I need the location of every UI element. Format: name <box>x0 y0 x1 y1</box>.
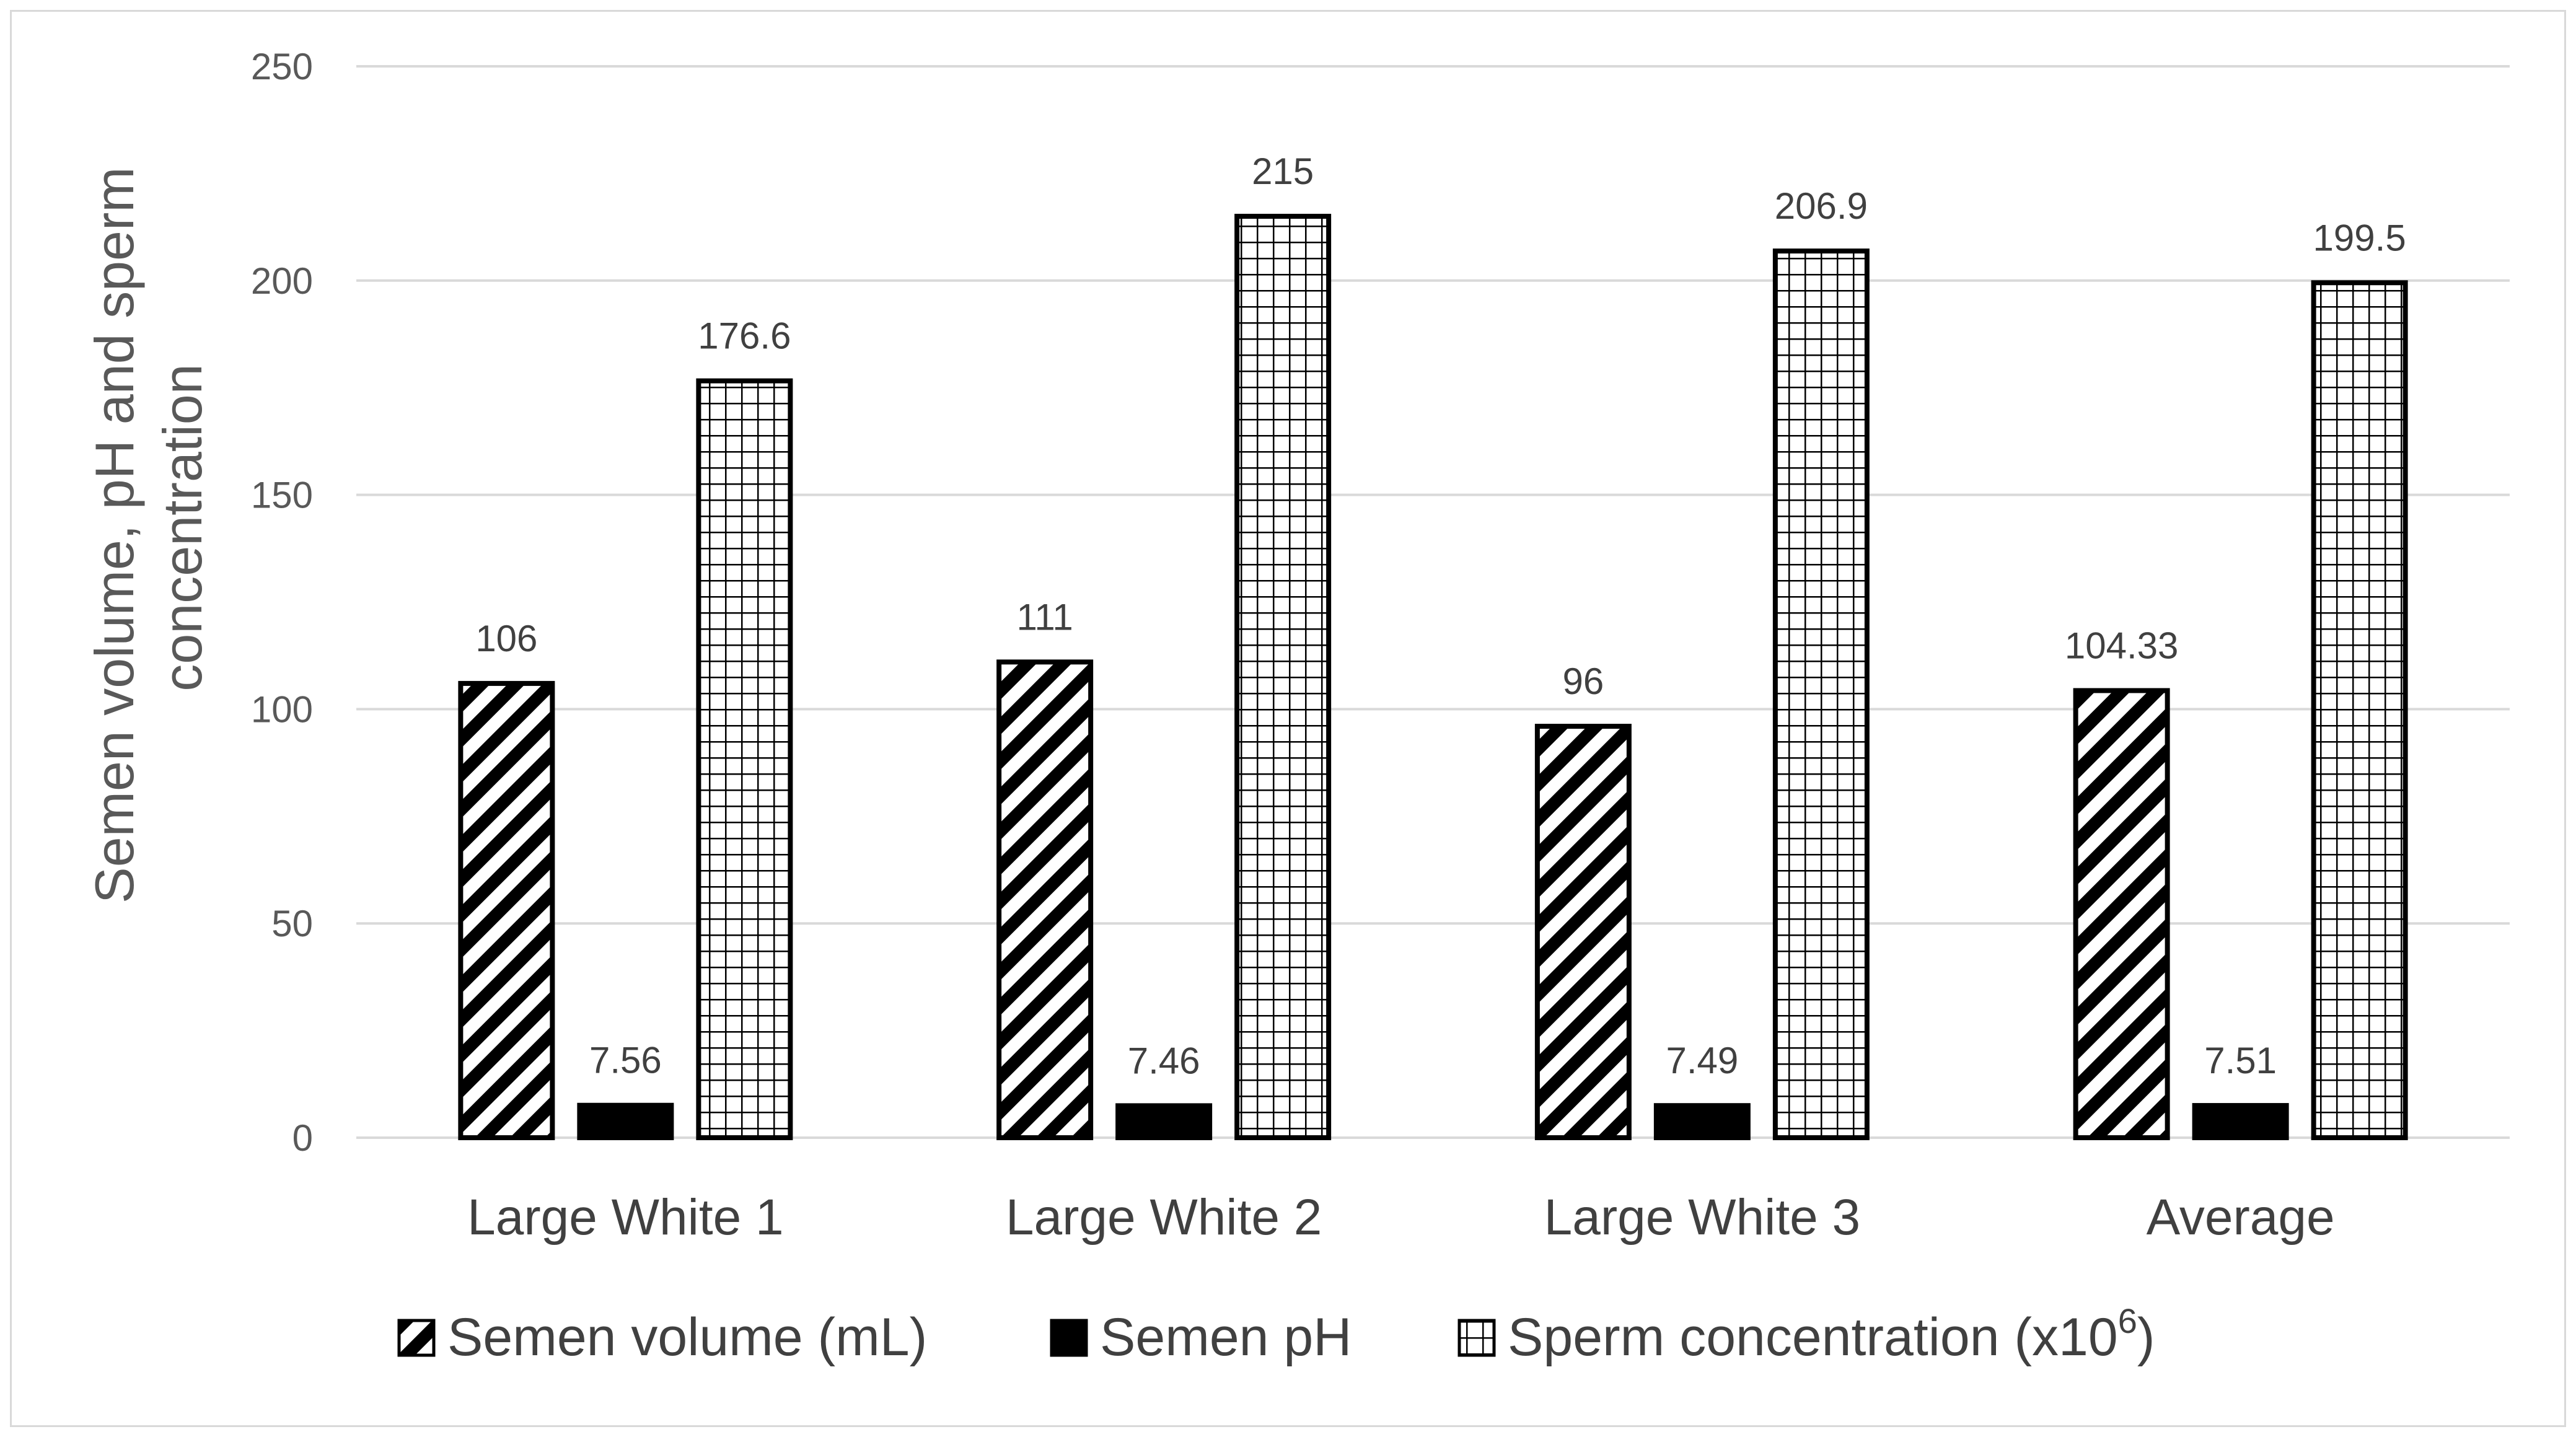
legend-label-semen-ph: Semen pH <box>1100 1307 1352 1367</box>
x-axis-category-labels: Large White 1 Large White 2 Large White 3 A… <box>467 1189 2334 1246</box>
y-axis-title-line-1: Semen volume, pH and sperm <box>84 167 145 903</box>
y-tick-label-200: 200 <box>251 260 313 302</box>
data-labels: 106 7.56 176.6 111 7.46 215 96 7.49 206.9 104.33 7… <box>475 151 2406 1081</box>
data-label-sperm-concentration-x10-average: 199.5 <box>2313 217 2406 258</box>
data-label-sperm-concentration-x10-large-white-1: 176.6 <box>698 315 791 357</box>
bar-semen-ph-large-white-2 <box>1115 1103 1213 1140</box>
y-tick-label-250: 250 <box>251 46 313 87</box>
bar-sperm-concentration-x10-large-white-2 <box>1234 214 1332 1140</box>
bar-sperm-concentration-x10-average <box>2311 280 2408 1140</box>
y-tick-label-100: 100 <box>251 688 313 730</box>
data-label-semen-ph-average: 7.51 <box>2204 1040 2277 1081</box>
y-axis-title-line-2: concentration <box>152 364 213 691</box>
x-tick-label-large-white-1: Large White 1 <box>467 1189 784 1246</box>
bar-semen-volume-ml-large-white-1 <box>458 680 555 1141</box>
legend-label-semen-ph-text: Semen pH <box>1100 1307 1352 1367</box>
data-label-semen-ph-large-white-1: 7.56 <box>589 1040 662 1081</box>
x-tick-label-large-white-3: Large White 3 <box>1544 1189 1861 1246</box>
bar-semen-ph-large-white-3 <box>1653 1103 1751 1141</box>
x-tick-label-average: Average <box>2147 1189 2335 1246</box>
bar-sperm-concentration-x10-large-white-1 <box>696 378 793 1140</box>
data-label-semen-ph-large-white-3: 7.49 <box>1666 1040 1738 1081</box>
bar-semen-volume-ml-average <box>2073 688 2170 1140</box>
legend-label-semen-volume: Semen volume (mL) <box>447 1307 927 1367</box>
bar-semen-volume-ml-large-white-3 <box>1534 724 1632 1140</box>
y-axis-title: Semen volume, pH and sperm concentration <box>84 152 213 903</box>
y-tick-label-0: 0 <box>292 1117 313 1159</box>
legend-label-sperm-concentration-base: Sperm concentration (x10 <box>1508 1307 2118 1367</box>
data-label-sperm-concentration-x10-large-white-3: 206.9 <box>1775 185 1868 227</box>
bar-sperm-concentration-x10-large-white-3 <box>1772 248 1870 1140</box>
legend: Semen volume (mL) Semen pH Sperm concent… <box>397 1301 2155 1367</box>
data-label-semen-volume-ml-large-white-3: 96 <box>1563 661 1604 702</box>
x-tick-label-large-white-2: Large White 2 <box>1006 1189 1322 1246</box>
y-axis-ticks: 0 50 100 150 200 250 <box>251 46 313 1159</box>
legend-label-sperm-concentration-superscript: 6 <box>2118 1301 2137 1340</box>
data-label-semen-volume-ml-average: 104.33 <box>2065 625 2179 666</box>
data-label-semen-volume-ml-large-white-1: 106 <box>475 618 537 659</box>
y-tick-label-150: 150 <box>251 475 313 516</box>
legend-swatch-sperm-concentration <box>1457 1319 1496 1357</box>
gridlines <box>356 65 2510 1139</box>
legend-label-semen-volume-text: Semen volume (mL) <box>447 1307 927 1367</box>
legend-swatch-semen-volume <box>397 1319 436 1357</box>
data-label-semen-ph-large-white-2: 7.46 <box>1128 1040 1200 1081</box>
legend-label-sperm-concentration-close: ) <box>2137 1307 2155 1367</box>
bar-semen-volume-ml-large-white-2 <box>996 659 1094 1140</box>
data-label-semen-volume-ml-large-white-2: 111 <box>1017 596 1073 638</box>
bar-semen-ph-average <box>2192 1103 2289 1140</box>
y-tick-label-50: 50 <box>271 903 313 944</box>
data-label-sperm-concentration-x10-large-white-2: 215 <box>1252 151 1314 192</box>
legend-label-sperm-concentration: Sperm concentration (x106) <box>1508 1301 2155 1367</box>
legend-swatch-semen-ph <box>1050 1319 1088 1357</box>
bar-semen-ph-large-white-1 <box>577 1102 674 1141</box>
bars <box>458 214 2408 1141</box>
